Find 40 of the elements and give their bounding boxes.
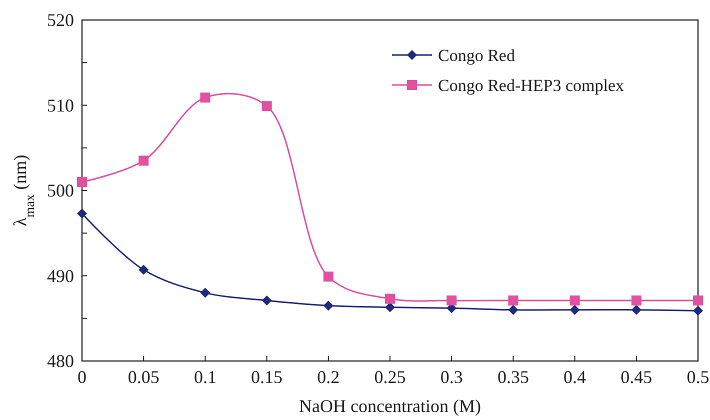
point: [200, 288, 210, 298]
y-tick-label: 480: [47, 351, 74, 371]
legend-label: Congo Red: [438, 46, 516, 65]
y-tick-label: 520: [47, 10, 74, 30]
point: [508, 304, 518, 315]
point: [631, 295, 642, 306]
point: [200, 92, 210, 103]
x-tick-label: 0.35: [497, 367, 529, 387]
x-tick-label: 0.25: [374, 367, 406, 387]
point: [323, 300, 334, 311]
x-tick-label: 0.5: [686, 367, 710, 387]
point: [262, 101, 272, 112]
point: [385, 302, 395, 312]
point: [77, 208, 87, 219]
point: [385, 294, 395, 304]
x-tick-label: 0: [78, 367, 86, 387]
x-tick-label: 0.3: [440, 367, 463, 387]
x-tick-label: 0.4: [564, 367, 586, 387]
point: [138, 156, 149, 166]
point: [323, 272, 334, 282]
y-tick-label: 490: [47, 266, 74, 286]
point: [508, 295, 518, 306]
x-tick-label: 0.1: [194, 367, 216, 387]
x-axis-title: NaOH concentration (M): [299, 396, 481, 416]
x-tick-label: 0.2: [317, 367, 340, 387]
point: [262, 295, 272, 306]
legend-label: Congo Red-HEP3 complex: [438, 76, 625, 95]
x-tick-label: 0.05: [128, 367, 160, 387]
x-tick-label: 0.45: [620, 367, 652, 387]
point: [77, 176, 87, 187]
point: [570, 295, 580, 306]
point: [138, 264, 149, 275]
point: [631, 304, 642, 315]
x-tick-label: 0.15: [251, 367, 283, 387]
point: [446, 295, 457, 306]
point: [693, 306, 703, 316]
y-tick-label: 500: [47, 180, 74, 200]
point: [693, 295, 703, 306]
point: [570, 304, 580, 315]
y-tick-label: 510: [47, 95, 74, 116]
